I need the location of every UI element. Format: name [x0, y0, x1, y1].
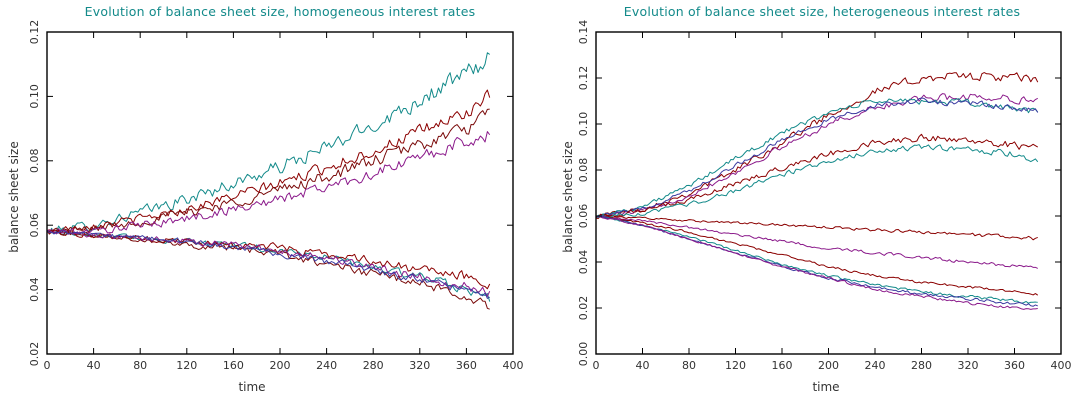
x-tick-label: 160: [772, 359, 793, 372]
series-line-3: [596, 98, 1039, 218]
series-line-2: [596, 93, 1038, 219]
chart-heterogeneous: Evolution of balance sheet size, heterog…: [561, 4, 1072, 394]
y-tick-label: 0.14: [577, 20, 590, 45]
series-line-1: [596, 72, 1039, 219]
y-axis-label: balance sheet size: [561, 141, 575, 252]
x-tick-label: 0: [44, 359, 51, 372]
plot-frame: [595, 31, 1062, 355]
series-line-8: [596, 215, 1038, 269]
x-tick-label: 80: [682, 359, 696, 372]
y-tick-label: 0.10: [577, 112, 590, 137]
x-tick-label: 240: [865, 359, 886, 372]
x-tick-label: 40: [636, 359, 650, 372]
y-ticks: 0.00 0.02 0.04 0.06 0.08 0.10 0.12 0.14: [577, 20, 1061, 367]
y-tick-label: 0.02: [28, 342, 41, 367]
x-axis-label: time: [812, 380, 839, 394]
x-tick-label: 360: [456, 359, 477, 372]
y-tick-label: 0.00: [577, 342, 590, 367]
series-line-5: [596, 133, 1039, 218]
series-line-8: [47, 229, 491, 297]
y-tick-label: 0.08: [577, 158, 590, 183]
series-group: [47, 52, 491, 310]
series-line-7: [47, 229, 490, 310]
y-tick-label: 0.04: [577, 250, 590, 275]
x-tick-label: 80: [133, 359, 147, 372]
plot-frame: [46, 31, 514, 355]
x-tick-label: 400: [503, 359, 524, 372]
series-line-3: [47, 108, 490, 235]
series-line-7: [596, 215, 1038, 241]
x-axis-label: time: [238, 380, 265, 394]
series-line-2: [47, 89, 491, 234]
x-tick-label: 280: [911, 359, 932, 372]
y-tick-label: 0.06: [577, 204, 590, 229]
series-line-9: [47, 230, 490, 299]
x-tick-label: 40: [87, 359, 101, 372]
x-tick-label: 240: [316, 359, 337, 372]
x-tick-label: 320: [958, 359, 979, 372]
x-tick-label: 120: [725, 359, 746, 372]
chart-title: Evolution of balance sheet size, homogen…: [85, 4, 476, 19]
x-tick-label: 120: [176, 359, 197, 372]
series-group: [596, 72, 1039, 310]
x-ticks: 0 40 80 120 160 200 240 280 320 360 400: [593, 32, 1072, 372]
series-line-4: [47, 131, 491, 235]
y-tick-label: 0.02: [577, 296, 590, 321]
y-tick-label: 0.10: [28, 84, 41, 109]
x-tick-label: 400: [1051, 359, 1072, 372]
y-tick-label: 0.12: [28, 20, 41, 45]
series-line-10: [596, 216, 1038, 304]
series-line-1: [47, 52, 490, 235]
y-ticks: 0.02 0.04 0.06 0.08 0.10 0.12: [28, 20, 513, 367]
series-line-12: [596, 215, 1038, 310]
y-axis-label: balance sheet size: [7, 141, 21, 252]
x-tick-label: 160: [223, 359, 244, 372]
x-tick-label: 200: [270, 359, 291, 372]
y-tick-label: 0.06: [28, 213, 41, 238]
chart-homogeneous: Evolution of balance sheet size, homogen…: [7, 4, 524, 394]
series-line-6: [596, 144, 1039, 218]
x-tick-label: 0: [593, 359, 600, 372]
x-tick-label: 200: [818, 359, 839, 372]
series-line-9: [596, 215, 1039, 296]
y-tick-label: 0.08: [28, 149, 41, 174]
series-line-4: [596, 97, 1039, 218]
y-tick-label: 0.12: [577, 66, 590, 91]
x-ticks: 0 40 80 120 160 200 240 280 320 360 400: [44, 32, 524, 372]
x-tick-label: 280: [363, 359, 384, 372]
x-tick-label: 360: [1004, 359, 1025, 372]
chart-title: Evolution of balance sheet size, heterog…: [624, 4, 1020, 19]
y-tick-label: 0.04: [28, 277, 41, 302]
x-tick-label: 320: [409, 359, 430, 372]
